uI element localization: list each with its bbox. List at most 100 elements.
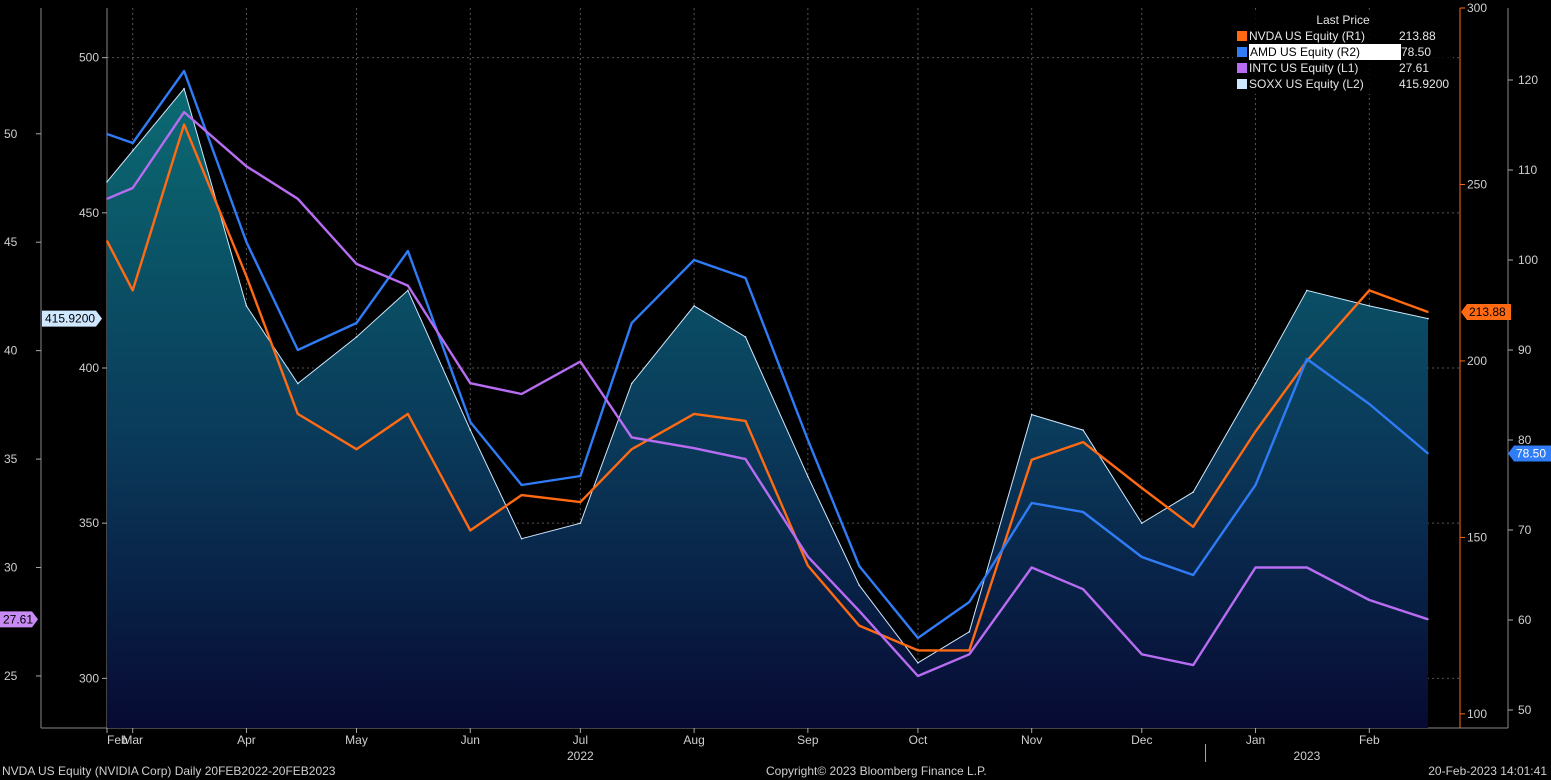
tick-label-x: Nov <box>1021 733 1042 747</box>
point-amd <box>131 142 134 144</box>
legend-swatch-intc <box>1237 63 1247 73</box>
legend-item-intc: INTC US Equity (L1) 27.61 <box>1233 60 1453 76</box>
last-value-text-l2: 415.9200 <box>45 312 95 326</box>
point-soxx <box>744 336 747 338</box>
point-intc <box>1192 664 1194 666</box>
legend-swatch-soxx <box>1237 79 1247 89</box>
tick-label-r2: 50 <box>1518 703 1532 717</box>
point-soxx <box>1306 289 1308 292</box>
point-nvda <box>131 289 134 292</box>
point-soxx <box>1192 491 1194 493</box>
point-nvda <box>807 564 809 567</box>
point-amd <box>1254 484 1257 486</box>
tick-label-r2: 70 <box>1518 523 1532 537</box>
last-value-text-l1: 27.61 <box>3 612 33 626</box>
legend-swatch-amd <box>1237 47 1247 57</box>
tick-label-x: Feb <box>1359 733 1380 747</box>
tick-label-l2: 350 <box>79 516 99 530</box>
point-nvda <box>630 448 633 450</box>
point-intc <box>1368 599 1371 601</box>
point-soxx <box>917 662 919 664</box>
point-soxx <box>1140 522 1143 524</box>
point-amd <box>297 349 299 351</box>
tick-label-l1: 45 <box>4 235 18 249</box>
point-intc <box>917 675 919 677</box>
point-amd <box>744 277 747 279</box>
tick-label-x: Apr <box>237 733 256 747</box>
point-intc <box>183 111 185 113</box>
point-amd <box>106 133 108 135</box>
tick-label-x: Jun <box>461 733 480 747</box>
point-nvda <box>469 529 472 532</box>
last-value-tag-r2 <box>1508 445 1551 462</box>
tick-label-r1: 250 <box>1467 177 1487 191</box>
footer-right: 20-Feb-2023 14:01:41 <box>1428 764 1547 778</box>
last-value-tag-l1 <box>0 611 38 628</box>
tick-label-l2: 300 <box>79 671 99 685</box>
point-soxx <box>245 305 248 307</box>
point-soxx <box>1427 317 1429 320</box>
point-soxx <box>579 522 582 524</box>
point-amd <box>520 484 523 486</box>
legend-name-amd: AMD US Equity (R2) <box>1249 44 1401 60</box>
point-amd <box>355 322 358 324</box>
point-amd <box>407 250 409 252</box>
point-intc <box>245 165 248 168</box>
point-soxx <box>1030 413 1033 416</box>
soxx-area <box>107 88 1428 728</box>
point-amd <box>1306 358 1308 360</box>
point-nvda <box>106 240 108 242</box>
point-nvda <box>1254 430 1257 433</box>
legend-value-nvda: 213.88 <box>1399 29 1436 43</box>
point-nvda <box>858 624 861 627</box>
point-intc <box>968 653 971 656</box>
legend-item-amd: AMD US Equity (R2) 78.50 <box>1233 44 1453 60</box>
tick-label-r2: 60 <box>1518 613 1532 627</box>
legend-name-intc: INTC US Equity (L1) <box>1249 61 1359 75</box>
legend-value-intc: 27.61 <box>1399 61 1430 75</box>
point-intc <box>1306 566 1308 569</box>
point-amd <box>858 565 861 567</box>
point-amd <box>807 439 809 441</box>
point-intc <box>693 447 695 450</box>
point-soxx <box>183 87 185 90</box>
point-intc <box>744 458 747 460</box>
legend-title: Last Price <box>1316 13 1370 27</box>
point-soxx <box>297 382 299 385</box>
tick-label-x: Dec <box>1131 733 1152 747</box>
tick-label-x: Mar <box>122 733 143 747</box>
point-intc <box>355 263 358 265</box>
point-amd <box>1368 403 1371 405</box>
tick-label-l2: 400 <box>79 361 99 375</box>
point-nvda <box>968 649 971 652</box>
point-intc <box>579 360 582 363</box>
legend: Last Price NVDA US Equity (R1) 213.88 AM… <box>1233 10 1453 94</box>
legend-value-soxx: 415.9200 <box>1399 77 1450 91</box>
footer-left: NVDA US Equity (NVIDIA Corp) Daily 20FEB… <box>2 764 336 778</box>
year-label: 2023 <box>1294 749 1321 763</box>
point-nvda <box>1368 289 1371 292</box>
point-soxx <box>807 475 809 478</box>
tick-label-r1: 100 <box>1467 707 1487 721</box>
last-value-text-r2: 78.50 <box>1516 447 1546 461</box>
point-soxx <box>1082 429 1084 431</box>
tick-label-l1: 50 <box>4 127 18 141</box>
legend-value-amd: 78.50 <box>1401 45 1432 59</box>
point-soxx <box>106 180 108 183</box>
tick-label-x: Sep <box>797 733 819 747</box>
point-intc <box>106 198 108 200</box>
point-intc <box>1254 566 1257 569</box>
point-amd <box>469 421 472 423</box>
point-amd <box>1192 574 1194 576</box>
last-value-tag-l2 <box>42 310 102 327</box>
legend-name-nvda: NVDA US Equity (R1) <box>1249 29 1366 43</box>
point-nvda <box>579 501 582 503</box>
point-nvda <box>1140 487 1143 489</box>
point-soxx <box>469 429 472 431</box>
point-intc <box>1030 566 1033 569</box>
legend-swatch-nvda <box>1237 31 1247 41</box>
point-amd <box>630 322 633 324</box>
point-soxx <box>693 305 695 307</box>
tick-label-x: Oct <box>909 733 928 747</box>
